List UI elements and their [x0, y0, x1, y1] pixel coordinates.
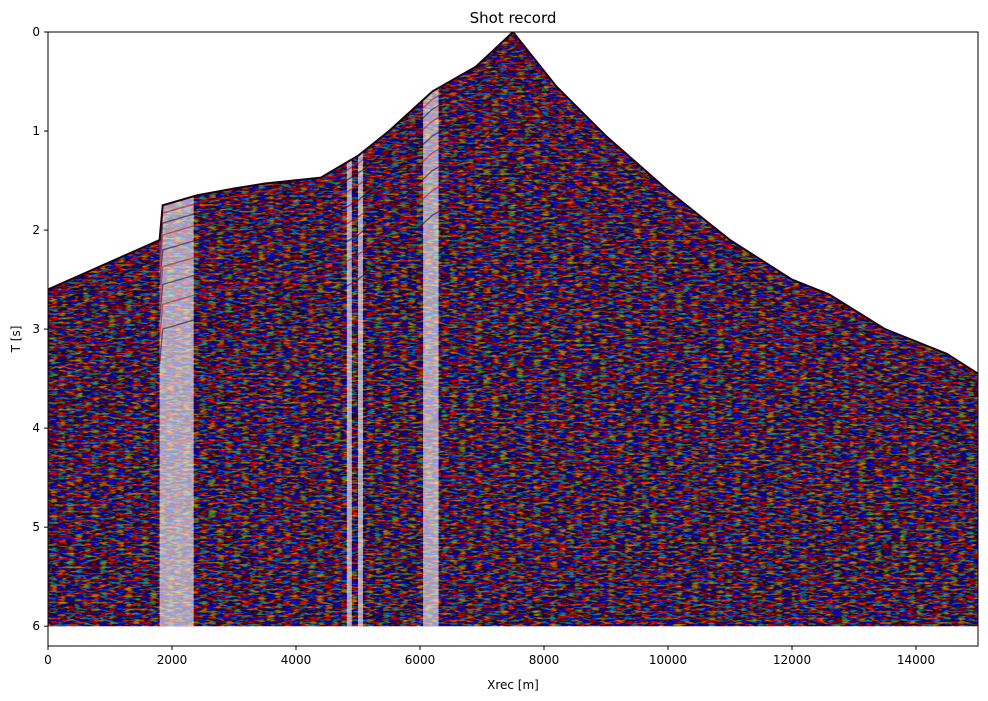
y-tick-label: 6	[32, 619, 40, 633]
reflection-event	[48, 92, 978, 436]
reflection-event	[48, 110, 978, 454]
y-tick-label: 1	[32, 124, 40, 138]
y-axis-label: T [s]	[9, 326, 23, 354]
low-amplitude-band	[346, 32, 352, 627]
y-axis: 0 1 2 3 4 5 6	[32, 25, 48, 633]
first-break-line	[48, 32, 978, 375]
x-axis-label: Xrec [m]	[487, 678, 539, 692]
low-amplitude-band	[423, 32, 439, 627]
x-tick-label: 12000	[773, 653, 811, 667]
y-tick-label: 2	[32, 223, 40, 237]
x-tick-label: 2000	[157, 653, 188, 667]
x-tick-label: 8000	[529, 653, 560, 667]
plot-frame	[47, 31, 979, 647]
reflection-event	[48, 60, 978, 404]
y-tick-label: 5	[32, 520, 40, 534]
chart-title: Shot record	[470, 9, 557, 27]
x-tick-label: 0	[44, 653, 52, 667]
reflection-event	[48, 38, 978, 383]
y-tick-label: 3	[32, 322, 40, 336]
x-axis: 0 2000 4000 6000 8000 10000 12000 14000	[44, 646, 935, 667]
low-amplitude-band	[358, 32, 363, 627]
y-tick-label: 4	[32, 421, 40, 435]
reflection-event	[48, 154, 978, 499]
x-tick-label: 10000	[649, 653, 687, 667]
x-tick-label: 14000	[897, 653, 935, 667]
x-tick-label: 4000	[281, 653, 312, 667]
y-tick-label: 0	[32, 25, 40, 39]
reflection-event	[48, 75, 978, 419]
reflection-events	[48, 38, 978, 499]
reflection-event	[48, 48, 978, 393]
plot-area	[48, 32, 978, 646]
reflection-event	[48, 129, 978, 474]
x-tick-label: 6000	[405, 653, 436, 667]
